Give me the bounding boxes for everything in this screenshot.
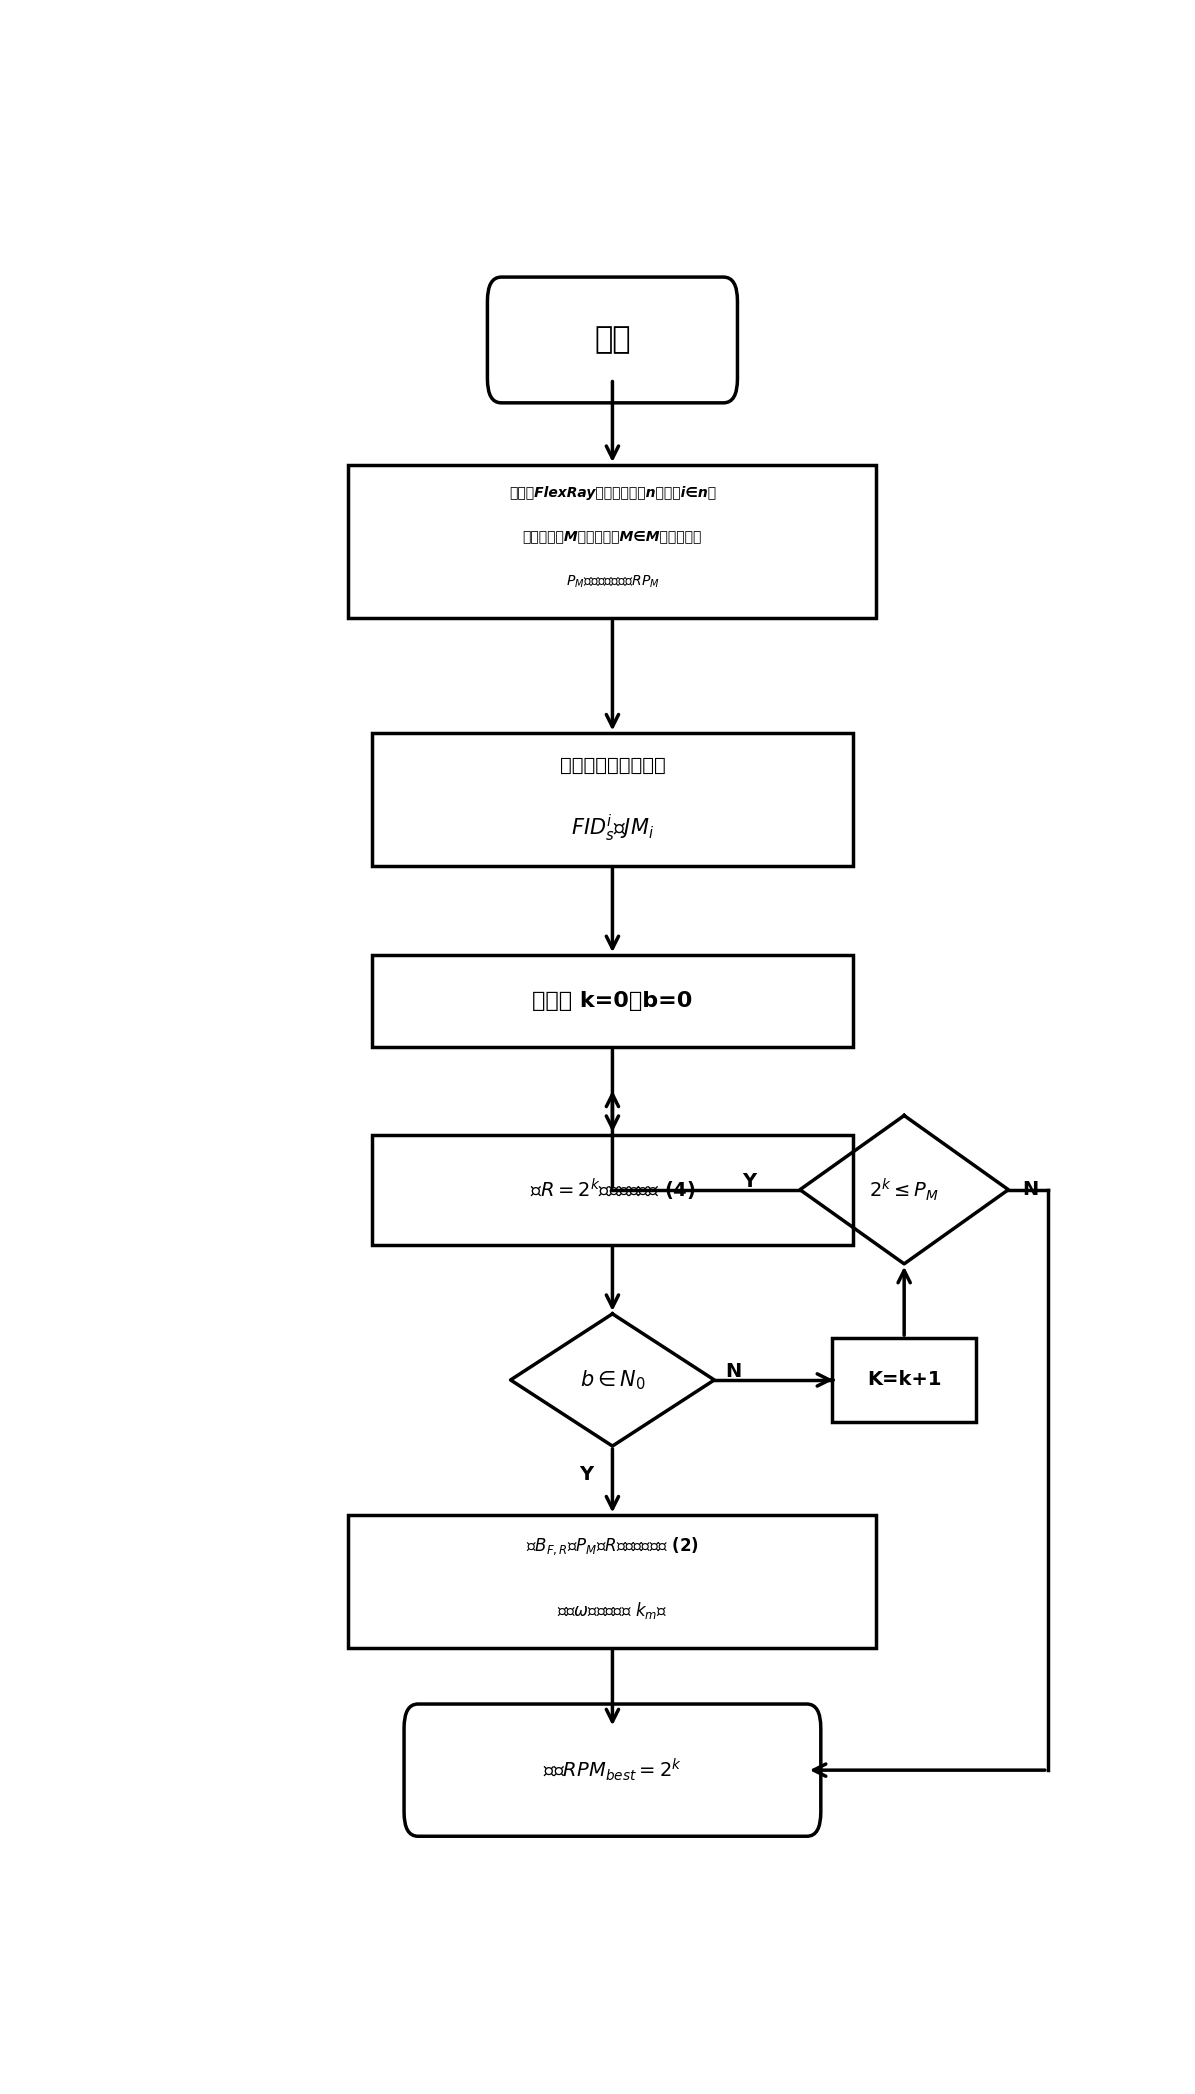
Bar [349,1516,876,1648]
Bar [372,1135,853,1244]
Text: Y: Y [580,1466,594,1485]
Text: $2^k \leq P_M$: $2^k \leq P_M$ [869,1177,939,1202]
Bar [372,733,853,865]
Text: N: N [725,1363,742,1382]
Text: K=k+1: K=k+1 [866,1369,942,1390]
Text: $P_M$，重复周期设为$RP_M$: $P_M$，重复周期设为$RP_M$ [565,574,660,591]
Text: $b \in N_0$: $b \in N_0$ [580,1367,645,1393]
FancyBboxPatch shape [404,1705,821,1836]
Text: 初始化 k=0，b=0: 初始化 k=0，b=0 [532,990,693,1011]
Bar [833,1338,976,1422]
Text: 返回$RPM_{best}=2^k$: 返回$RPM_{best}=2^k$ [543,1757,682,1784]
Bar [349,465,876,618]
Text: Y: Y [742,1173,756,1191]
Polygon shape [510,1313,715,1447]
Text: 初始化FlexRay系统，节点数n，节点i∈n，: 初始化FlexRay系统，节点数n，节点i∈n， [509,486,716,500]
Text: 将$R = 2^k$代入约束方程 (4): 将$R = 2^k$代入约束方程 (4) [529,1177,695,1202]
Polygon shape [799,1116,1009,1265]
Text: 并取$\omega$值最小时的 $k_m$值: 并取$\omega$值最小时的 $k_m$值 [557,1600,668,1621]
FancyBboxPatch shape [488,276,737,402]
Text: 将$B_{F,R}$，$P_M$，$R$代入优化方程 (2): 将$B_{F,R}$，$P_M$，$R$代入优化方程 (2) [526,1535,699,1556]
Text: 消息流集合M，任意消息M∈M，发送周期: 消息流集合M，任意消息M∈M，发送周期 [522,530,703,544]
Text: $FID^i_s$和$JM_i$: $FID^i_s$和$JM_i$ [571,812,654,844]
Text: N: N [1022,1181,1038,1200]
Bar [372,955,853,1047]
Text: 将参数代入公式计算: 将参数代入公式计算 [559,756,666,775]
Text: 开始: 开始 [594,325,631,354]
